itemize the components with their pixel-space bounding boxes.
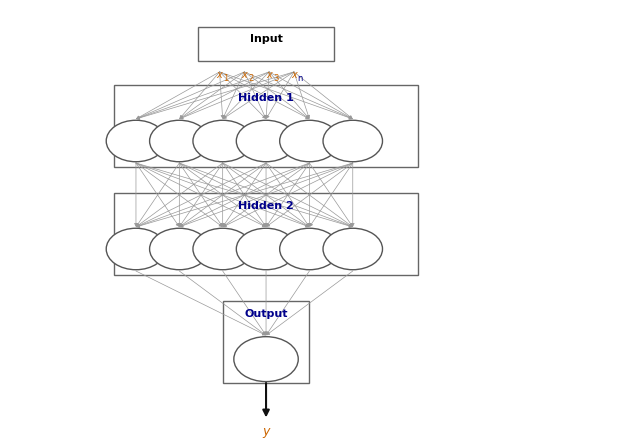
Ellipse shape [236, 120, 296, 162]
Ellipse shape [149, 228, 209, 270]
Ellipse shape [234, 337, 298, 381]
Bar [198, 27, 334, 61]
Bar [114, 193, 418, 275]
Text: y: y [262, 425, 270, 438]
Text: x: x [291, 70, 297, 80]
Ellipse shape [193, 120, 253, 162]
Ellipse shape [279, 228, 339, 270]
Text: Input: Input [249, 34, 282, 44]
Bar [222, 301, 309, 383]
Ellipse shape [149, 120, 209, 162]
Ellipse shape [323, 228, 382, 270]
Text: x: x [241, 70, 247, 80]
Text: Hidden 2: Hidden 2 [238, 201, 294, 210]
Text: 1: 1 [223, 74, 229, 83]
Text: x: x [216, 70, 222, 80]
Ellipse shape [279, 120, 339, 162]
Ellipse shape [106, 120, 166, 162]
Ellipse shape [106, 228, 166, 270]
Text: n: n [298, 74, 303, 83]
Bar [114, 85, 418, 167]
Text: Output: Output [244, 309, 288, 319]
Text: x: x [266, 70, 272, 80]
Ellipse shape [323, 120, 382, 162]
Ellipse shape [193, 228, 253, 270]
Ellipse shape [236, 228, 296, 270]
Text: 3: 3 [273, 74, 278, 83]
Text: 2: 2 [248, 74, 253, 83]
Text: Hidden 1: Hidden 1 [238, 93, 294, 103]
